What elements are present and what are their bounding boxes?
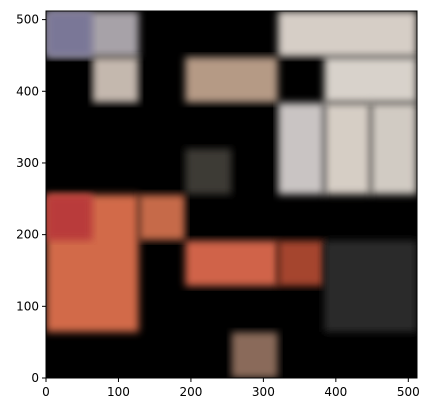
x-tick-label: 0 xyxy=(42,385,50,399)
heatmap-tile-4 xyxy=(324,56,417,103)
heatmap-tile-8 xyxy=(277,102,325,195)
heatmap-tile-2 xyxy=(46,11,93,57)
y-tick-label: 100 xyxy=(16,299,39,313)
heatmap-tile-9 xyxy=(185,148,232,195)
y-tick-label: 400 xyxy=(16,84,39,98)
plot-frame xyxy=(45,10,418,379)
heatmap-tile-16 xyxy=(231,332,278,378)
heatmap-tile-12 xyxy=(138,194,186,241)
heatmap-tile-14 xyxy=(277,240,325,287)
x-tick-label: 300 xyxy=(252,385,275,399)
heatmap-tile-3 xyxy=(277,11,417,57)
x-axis: 0 100 200 300 400 500 xyxy=(42,378,420,399)
x-tick-label: 200 xyxy=(179,385,202,399)
y-axis: 0 100 200 300 400 500 xyxy=(16,13,46,385)
y-tick-label: 200 xyxy=(16,228,39,242)
heatmap-tile-15 xyxy=(324,240,417,333)
x-tick-label: 500 xyxy=(397,385,420,399)
y-tick-label: 500 xyxy=(16,13,39,27)
y-tick-label: 0 xyxy=(31,371,39,385)
heatmap-tile-6 xyxy=(370,102,417,195)
tiles-layer xyxy=(46,11,417,378)
heatmap-tile-1 xyxy=(92,56,139,103)
y-tick-label: 300 xyxy=(16,156,39,170)
heatmap-tile-5 xyxy=(324,102,371,195)
x-tick-label: 400 xyxy=(324,385,347,399)
heatmap-tile-7 xyxy=(185,56,278,103)
heatmap-tile-11 xyxy=(46,194,93,241)
heatmap-tile-13 xyxy=(185,240,278,287)
x-tick-label: 100 xyxy=(107,385,130,399)
